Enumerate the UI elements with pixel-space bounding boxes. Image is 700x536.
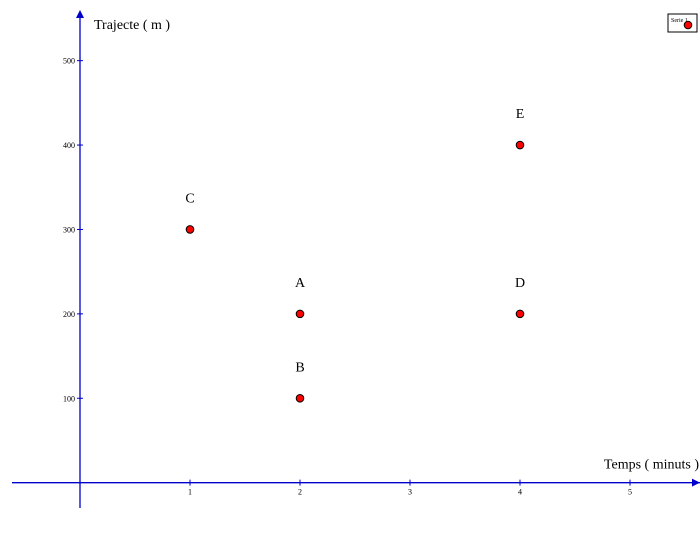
- y-axis-title: Trajecte ( m ): [94, 18, 170, 33]
- point-label-b: B: [295, 360, 304, 375]
- y-axis-arrow: [76, 10, 84, 18]
- x-ticks: 1 2 3 4 5: [188, 479, 632, 497]
- x-tick-label: 4: [518, 488, 522, 497]
- y-tick-label: 100: [63, 394, 75, 403]
- axes: [12, 10, 700, 508]
- x-tick-label: 5: [628, 488, 632, 497]
- point-label-c: C: [185, 191, 194, 206]
- x-tick-label: 1: [188, 488, 192, 497]
- y-tick-label: 500: [63, 57, 75, 66]
- x-tick-label: 3: [408, 488, 412, 497]
- data-point-e: [515, 140, 525, 150]
- data-point-c: [185, 225, 195, 234]
- x-axis-title: Temps ( minuts ): [604, 458, 699, 473]
- x-axis-arrow: [692, 478, 700, 487]
- legend-label: Serie 1: [671, 18, 688, 24]
- data-points: A B C D E: [185, 107, 525, 403]
- legend: Serie 1: [667, 13, 698, 33]
- legend-marker: [683, 20, 693, 30]
- x-tick-label: 2: [298, 488, 302, 497]
- data-point-a: [295, 309, 305, 319]
- y-tick-label: 400: [63, 141, 75, 150]
- point-label-a: A: [295, 276, 306, 291]
- y-tick-label: 200: [63, 310, 75, 319]
- y-ticks: 100 200 300 400 500: [63, 57, 83, 403]
- data-point-d: [515, 309, 525, 319]
- point-label-e: E: [516, 107, 525, 122]
- y-tick-label: 300: [63, 225, 75, 234]
- point-label-d: D: [515, 276, 525, 291]
- data-point-b: [295, 393, 305, 403]
